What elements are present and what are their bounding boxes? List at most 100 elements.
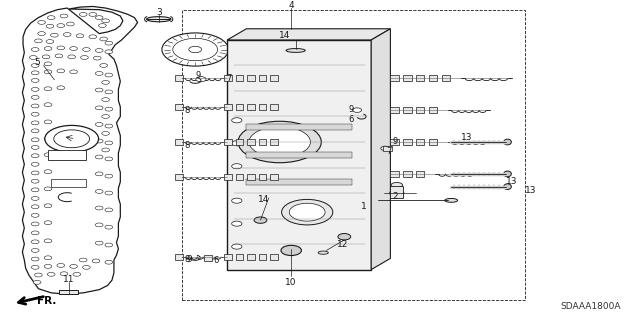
Circle shape [95,172,103,176]
Circle shape [105,243,113,247]
Text: 4: 4 [289,1,294,10]
Circle shape [35,39,42,43]
Bar [390,107,399,113]
Circle shape [68,55,76,59]
Circle shape [31,162,39,166]
Circle shape [44,87,52,91]
Bar [259,104,266,110]
Bar [236,75,243,81]
Text: 9: 9 [196,71,201,80]
Circle shape [60,272,68,276]
Bar [416,107,424,113]
Circle shape [95,241,103,245]
Circle shape [38,20,45,24]
Circle shape [76,34,84,38]
Text: 5: 5 [35,58,40,67]
Bar [442,75,450,81]
Circle shape [42,55,50,59]
Bar [236,104,243,110]
Text: SDAAA1800A: SDAAA1800A [560,302,621,311]
Circle shape [31,213,39,217]
Bar [227,40,371,270]
Circle shape [31,197,39,200]
Bar [236,174,243,180]
Circle shape [33,280,41,284]
Circle shape [105,90,113,94]
Bar [175,174,183,180]
Circle shape [95,122,103,126]
Circle shape [31,121,39,125]
Circle shape [83,48,90,51]
Bar [51,179,86,187]
Bar [270,104,278,110]
Circle shape [57,24,65,27]
Circle shape [95,48,103,52]
Bar [416,139,424,145]
Circle shape [31,265,39,269]
Circle shape [102,148,109,152]
Circle shape [105,124,113,128]
Circle shape [232,141,242,146]
Bar [429,139,437,145]
Circle shape [44,264,52,268]
Circle shape [338,234,351,240]
Bar [224,254,232,260]
Circle shape [45,125,99,152]
Circle shape [47,16,55,19]
Circle shape [105,50,113,54]
Circle shape [31,48,39,51]
Circle shape [232,164,242,169]
Circle shape [54,130,90,148]
Bar [247,174,255,180]
Ellipse shape [504,139,511,145]
Bar [247,75,255,81]
Bar [236,139,243,145]
Text: 9: 9 [186,256,191,264]
Text: 13: 13 [506,177,518,186]
Circle shape [44,204,52,208]
Circle shape [29,56,37,59]
Circle shape [47,272,55,276]
Bar [246,152,352,158]
Text: 8: 8 [184,141,189,150]
Circle shape [38,32,45,35]
Circle shape [44,103,52,107]
Bar [48,150,86,160]
Circle shape [63,33,71,36]
Circle shape [57,69,65,73]
Circle shape [95,106,103,110]
Circle shape [105,260,113,264]
Circle shape [31,188,39,192]
Circle shape [105,174,113,178]
Circle shape [31,171,39,175]
Circle shape [95,139,103,143]
Circle shape [102,131,109,135]
Circle shape [44,120,52,124]
Circle shape [102,80,109,84]
Circle shape [93,56,101,60]
Circle shape [232,244,242,249]
Circle shape [79,258,87,262]
Circle shape [353,108,362,112]
Text: 10: 10 [285,278,297,287]
Text: 9: 9 [348,105,353,114]
Circle shape [31,231,39,235]
Circle shape [83,265,90,269]
Circle shape [57,263,65,267]
Circle shape [44,47,52,50]
Circle shape [105,107,113,111]
Bar [429,107,437,113]
Circle shape [238,121,321,163]
Circle shape [31,205,39,209]
Text: 9: 9 [393,137,398,145]
Circle shape [44,187,52,191]
Circle shape [105,225,113,229]
Ellipse shape [504,184,511,189]
Ellipse shape [286,48,305,52]
Circle shape [70,70,77,74]
Circle shape [95,223,103,227]
Text: 6: 6 [348,115,353,124]
Circle shape [55,54,63,58]
Circle shape [92,259,100,263]
Text: 7: 7 [227,74,232,83]
